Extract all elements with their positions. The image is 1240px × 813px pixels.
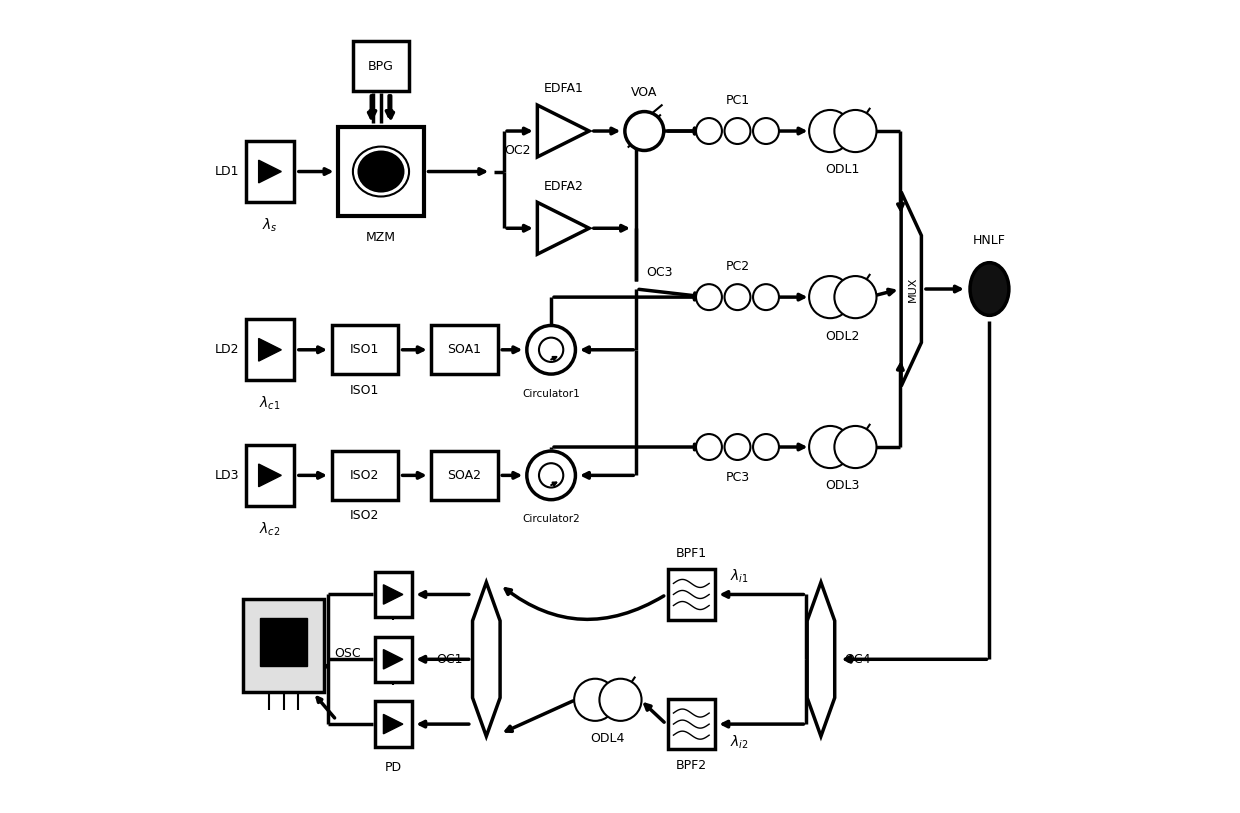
Circle shape [835,110,877,152]
FancyArrowPatch shape [506,589,663,620]
Ellipse shape [970,263,1009,315]
Text: HNLF: HNLF [973,234,1006,247]
Text: MZM: MZM [366,231,396,244]
Bar [374,637,412,682]
Text: PC3: PC3 [725,472,749,485]
Circle shape [835,276,877,318]
Text: OC3: OC3 [646,267,672,280]
Circle shape [724,118,750,144]
Bar [243,599,325,692]
Circle shape [810,426,851,468]
Text: PD: PD [384,762,402,774]
Circle shape [599,679,641,721]
Circle shape [753,285,779,310]
Text: ISO2: ISO2 [350,510,379,523]
Text: BPF2: BPF2 [676,759,707,772]
Text: OC4: OC4 [844,653,870,666]
Circle shape [753,434,779,460]
Bar [432,451,497,500]
Text: Circulator1: Circulator1 [522,389,580,398]
Bar [353,41,408,91]
Text: OC2: OC2 [505,144,531,157]
Circle shape [625,111,663,150]
Polygon shape [383,650,403,669]
Text: LD1: LD1 [215,165,239,178]
Text: SOA2: SOA2 [448,469,481,482]
Text: ODL2: ODL2 [826,329,861,342]
Circle shape [696,434,722,460]
Bar [668,569,714,620]
Text: VOA: VOA [631,85,657,98]
Circle shape [574,679,616,721]
Circle shape [696,118,722,144]
Text: SOA1: SOA1 [448,343,481,356]
Text: $\lambda_{i1}$: $\lambda_{i1}$ [730,568,749,585]
Bar [668,699,714,750]
Text: LD2: LD2 [215,343,239,356]
Polygon shape [259,160,281,183]
Text: $\lambda_{i2}$: $\lambda_{i2}$ [730,733,749,750]
Text: PC2: PC2 [725,260,749,273]
Bar [331,325,398,374]
Bar [246,141,294,202]
Circle shape [753,118,779,144]
Bar [260,618,308,666]
Text: EDFA1: EDFA1 [543,82,583,95]
Text: $\lambda_{c2}$: $\lambda_{c2}$ [259,520,280,537]
Circle shape [724,285,750,310]
Bar [331,451,398,500]
Text: LD3: LD3 [215,469,239,482]
Text: BPF1: BPF1 [676,546,707,559]
Text: ISO1: ISO1 [350,384,379,397]
Circle shape [539,337,563,362]
Circle shape [527,325,575,374]
Text: PC1: PC1 [725,93,749,107]
Text: BPG: BPG [368,59,394,72]
Circle shape [527,451,575,500]
Ellipse shape [358,151,403,192]
Polygon shape [383,715,403,734]
Circle shape [810,110,851,152]
Circle shape [724,434,750,460]
Text: $\lambda_s$: $\lambda_s$ [262,216,278,234]
Circle shape [810,276,851,318]
Text: OC1: OC1 [436,653,463,666]
Text: Circulator2: Circulator2 [522,515,580,524]
Text: ODL3: ODL3 [826,480,861,493]
Bar [246,445,294,506]
Text: OSC: OSC [334,647,361,660]
Bar [246,320,294,380]
Polygon shape [259,464,281,487]
Circle shape [696,285,722,310]
Circle shape [835,426,877,468]
Text: MUX: MUX [909,276,919,302]
Text: ISO2: ISO2 [350,469,379,482]
Bar [374,702,412,747]
Text: EDFA2: EDFA2 [543,180,583,193]
Polygon shape [383,585,403,604]
Bar [339,127,424,216]
Text: ODL4: ODL4 [590,733,625,746]
Text: ISO1: ISO1 [350,343,379,356]
Text: ODL1: ODL1 [826,163,861,176]
Polygon shape [259,338,281,361]
Circle shape [539,463,563,488]
Text: $\lambda_{c1}$: $\lambda_{c1}$ [259,395,280,412]
Bar [432,325,497,374]
Bar [374,572,412,617]
